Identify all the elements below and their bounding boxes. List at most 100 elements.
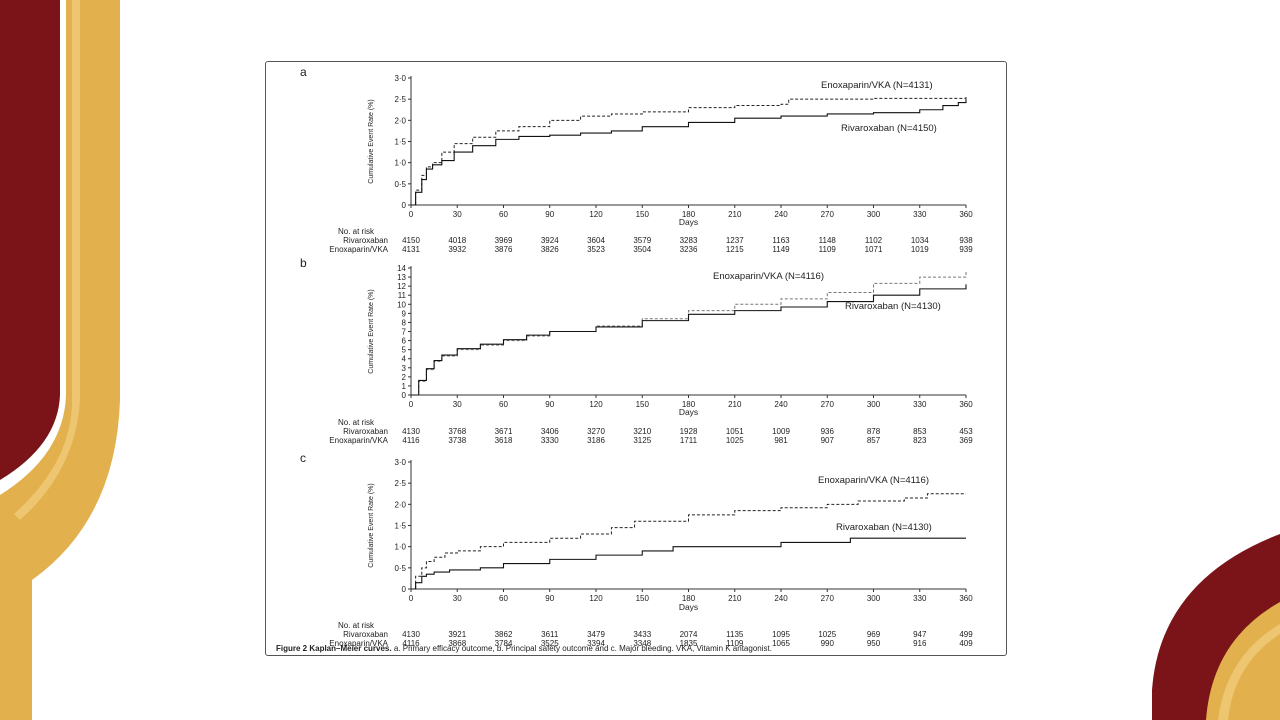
risk-cell: 3784 — [495, 639, 513, 648]
risk-row-label: Rivaroxaban — [343, 236, 388, 245]
y-tick-label: 14 — [397, 264, 406, 273]
y-axis-title: Cumulative Event Rate (%) — [368, 99, 375, 183]
risk-cell: 990 — [821, 639, 835, 648]
x-tick-label: 240 — [774, 210, 788, 219]
panel-letter-a: a — [300, 65, 307, 79]
x-tick-label: 60 — [499, 400, 508, 409]
risk-cell: 3868 — [448, 639, 466, 648]
x-axis-title: Days — [679, 407, 698, 417]
risk-row-label: Enoxaparin/VKA — [329, 245, 388, 254]
x-tick-label: 30 — [453, 400, 462, 409]
y-tick-label: 3·0 — [394, 74, 406, 83]
y-tick-label: 1·0 — [394, 159, 406, 168]
x-tick-label: 90 — [545, 594, 554, 603]
caption-title: Figure 2 Kaplan–Meier curves. — [276, 644, 392, 653]
risk-cell: 1025 — [818, 630, 836, 639]
x-tick-label: 120 — [589, 594, 603, 603]
chart-panel-a: a 0 0·5 1·0 1·5 2·0 2·5 3·0 0 30 60 90 120 150 180 210 2… — [300, 65, 973, 254]
x-tick-label: 240 — [774, 594, 788, 603]
x-tick-label: 360 — [959, 594, 973, 603]
series-label: Enoxaparin/VKA (N=4116) — [713, 271, 824, 282]
risk-cell: 3969 — [495, 236, 513, 245]
chart-panel-c: c 0 0·5 1·0 1·5 2·0 2·5 3·0 0 30 60 90 120 150 180 210 2… — [300, 451, 973, 648]
risk-cell: 4131 — [402, 245, 420, 254]
x-tick-label: 120 — [589, 210, 603, 219]
risk-row-label: Rivaroxaban — [343, 630, 388, 639]
risk-cell: 4116 — [402, 436, 420, 445]
risk-table-header: No. at risk — [338, 227, 375, 236]
x-tick-label: 180 — [682, 210, 696, 219]
risk-cell: 3406 — [541, 427, 559, 436]
risk-cell: 369 — [959, 436, 973, 445]
y-axis-title: Cumulative Event Rate (%) — [368, 483, 375, 567]
x-tick-label: 30 — [453, 594, 462, 603]
y-tick-label: 2·5 — [394, 479, 406, 488]
series-line-enoxaparin-vka — [411, 271, 967, 396]
y-tick-label: 13 — [397, 273, 406, 282]
x-tick-label: 180 — [682, 400, 696, 409]
risk-cell: 3523 — [587, 245, 605, 254]
risk-cell: 981 — [774, 436, 788, 445]
risk-cell: 4130 — [402, 427, 420, 436]
risk-cell: 3433 — [633, 630, 651, 639]
risk-cell: 1019 — [911, 245, 929, 254]
risk-cell: 3876 — [495, 245, 513, 254]
x-tick-label: 0 — [409, 400, 414, 409]
x-tick-label: 0 — [409, 594, 414, 603]
risk-cell: 916 — [913, 639, 927, 648]
x-tick-label: 210 — [728, 210, 742, 219]
x-tick-label: 180 — [682, 594, 696, 603]
risk-cell: 3348 — [633, 639, 651, 648]
risk-cell: 1109 — [819, 245, 837, 254]
x-tick-label: 90 — [545, 210, 554, 219]
y-tick-label: 11 — [398, 291, 407, 300]
risk-cell: 3125 — [633, 436, 651, 445]
risk-cell: 3330 — [541, 436, 559, 445]
risk-row-label: Enoxaparin/VKA — [329, 436, 388, 445]
risk-cell: 3283 — [680, 236, 698, 245]
y-tick-label: 0 — [402, 201, 407, 210]
x-tick-label: 300 — [867, 594, 881, 603]
y-tick-label: 0 — [402, 585, 407, 594]
y-tick-label: 1·0 — [394, 543, 406, 552]
y-tick-label: 0·5 — [394, 180, 406, 189]
x-tick-label: 300 — [867, 210, 881, 219]
series-label: Rivaroxaban (N=4150) — [841, 123, 937, 134]
risk-cell: 4130 — [402, 630, 420, 639]
figure-caption: Figure 2 Kaplan–Meier curves. a. Primary… — [276, 644, 772, 653]
risk-cell: 3270 — [587, 427, 605, 436]
risk-cell: 1065 — [772, 639, 790, 648]
x-tick-label: 60 — [499, 594, 508, 603]
risk-cell: 1009 — [772, 427, 790, 436]
risk-cell: 1095 — [772, 630, 790, 639]
kaplan-meier-figure: a00·51·01·52·02·53·00 30 60 90 120 150 180 210 2… — [276, 65, 973, 653]
y-tick-label: 2·5 — [394, 95, 406, 104]
x-tick-label: 270 — [821, 594, 835, 603]
risk-table-header: No. at risk — [338, 621, 375, 630]
risk-cell: 1135 — [726, 630, 744, 639]
x-tick-label: 300 — [867, 400, 881, 409]
left-gold-band — [0, 0, 120, 720]
risk-cell: 3671 — [495, 427, 513, 436]
x-axis-title: Days — [679, 217, 698, 227]
x-tick-label: 210 — [728, 594, 742, 603]
y-tick-label: 8 — [402, 318, 407, 327]
risk-cell: 1835 — [680, 639, 698, 648]
risk-cell: 4116 — [402, 639, 420, 648]
x-tick-label: 120 — [589, 400, 603, 409]
risk-cell: 3932 — [448, 245, 466, 254]
risk-cell: 3826 — [541, 245, 559, 254]
x-tick-label: 150 — [636, 400, 650, 409]
series-line-enoxaparin-vka — [411, 97, 967, 206]
y-tick-label: 6 — [402, 337, 407, 346]
x-tick-label: 240 — [774, 400, 788, 409]
figure-frame: a 0 0·5 1·0 1·5 2·0 2·5 3·0 0 30 60 90 120 150 180 210 2… — [265, 61, 1007, 656]
y-tick-label: 2·0 — [394, 116, 406, 125]
x-tick-label: 270 — [821, 400, 835, 409]
risk-cell: 3924 — [541, 236, 559, 245]
y-tick-label: 0·5 — [394, 564, 406, 573]
risk-cell: 1928 — [680, 427, 698, 436]
risk-cell: 1034 — [911, 236, 929, 245]
risk-cell: 1215 — [726, 245, 744, 254]
